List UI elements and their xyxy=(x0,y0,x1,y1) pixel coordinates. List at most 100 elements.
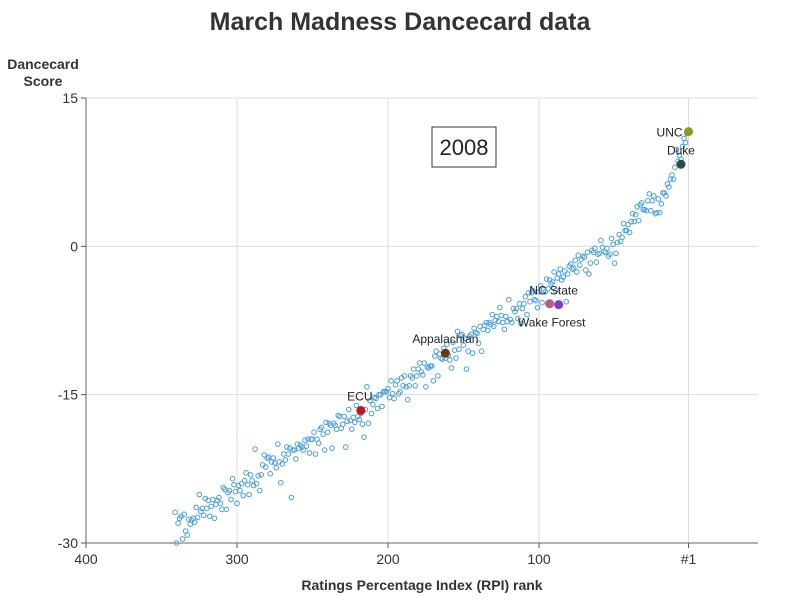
x-tick-label: #1 xyxy=(681,551,697,567)
data-point xyxy=(530,288,536,294)
y-tick-label: 0 xyxy=(70,238,78,254)
data-point xyxy=(465,348,471,355)
data-point xyxy=(651,193,657,199)
data-point xyxy=(377,391,384,398)
data-point xyxy=(549,279,556,285)
data-point xyxy=(474,330,480,337)
data-point xyxy=(620,220,627,227)
team-label: Appalachian xyxy=(412,332,478,346)
data-point xyxy=(596,250,603,257)
data-point xyxy=(635,217,642,224)
data-point xyxy=(223,506,230,513)
data-point xyxy=(593,259,600,266)
data-point xyxy=(658,201,665,207)
x-tick-label: 400 xyxy=(74,551,98,567)
data-point xyxy=(349,426,355,433)
team-marker xyxy=(554,300,564,310)
data-point xyxy=(439,356,446,362)
data-point xyxy=(672,164,678,170)
data-point xyxy=(346,406,352,413)
chart-title: March Madness Dancecard data xyxy=(209,8,591,36)
data-point xyxy=(279,461,286,467)
data-point xyxy=(184,532,190,538)
data-point xyxy=(429,363,435,369)
data-point xyxy=(524,311,530,318)
data-point xyxy=(500,319,506,326)
x-tick-label: 200 xyxy=(376,551,400,567)
data-point xyxy=(333,426,340,433)
data-point xyxy=(173,540,180,546)
team-markers: UNC Duke NC State Wake Forest Appalachian ECU xyxy=(347,126,695,415)
data-point xyxy=(374,405,381,412)
data-point xyxy=(616,231,622,238)
data-point xyxy=(561,268,568,274)
data-point xyxy=(506,296,512,303)
data-point xyxy=(300,447,307,453)
data-point xyxy=(364,384,370,390)
data-point xyxy=(453,355,459,361)
data-point xyxy=(288,494,295,501)
data-point xyxy=(610,241,616,248)
data-point xyxy=(172,509,178,516)
data-point xyxy=(484,327,491,334)
data-point xyxy=(285,451,292,457)
data-point xyxy=(201,512,207,519)
data-point xyxy=(261,452,268,458)
data-point xyxy=(494,313,500,320)
data-point xyxy=(489,311,496,318)
data-point xyxy=(229,475,236,482)
data-point xyxy=(533,297,539,304)
data-point xyxy=(312,451,319,457)
data-point xyxy=(638,200,645,206)
data-point xyxy=(495,318,502,325)
data-point xyxy=(303,443,310,449)
data-point xyxy=(513,305,520,312)
data-point xyxy=(555,271,562,277)
data-point xyxy=(401,373,408,379)
data-point xyxy=(536,289,542,295)
data-point xyxy=(234,500,240,507)
data-point xyxy=(370,401,376,408)
data-point xyxy=(404,396,411,403)
data-point xyxy=(619,234,625,241)
data-point xyxy=(413,373,420,379)
data-point xyxy=(415,366,422,372)
data-point xyxy=(560,274,567,280)
data-point xyxy=(450,339,456,346)
data-point xyxy=(564,271,571,277)
data-point xyxy=(663,193,669,199)
data-point xyxy=(626,229,633,236)
data-point xyxy=(509,319,515,326)
data-point xyxy=(281,451,287,457)
data-point xyxy=(282,457,289,463)
data-point xyxy=(255,473,262,479)
data-point xyxy=(196,491,203,498)
data-point xyxy=(629,210,636,217)
data-point xyxy=(344,418,351,425)
data-point xyxy=(521,300,527,307)
data-point xyxy=(219,506,225,513)
data-point xyxy=(356,416,363,423)
data-point xyxy=(361,434,367,441)
data-point xyxy=(249,477,255,484)
data-point xyxy=(516,300,523,307)
data-point xyxy=(267,471,274,477)
data-point xyxy=(468,331,474,338)
data-point xyxy=(185,516,192,523)
data-point xyxy=(628,218,635,225)
data-point xyxy=(515,315,521,322)
x-axis-title: Ratings Percentage Index (RPI) rank xyxy=(301,577,542,593)
data-point xyxy=(175,520,181,527)
data-point xyxy=(657,209,663,216)
data-point xyxy=(430,378,437,384)
tick-labels: 400 300 200 100 #1 15 0 -15 -30 xyxy=(58,90,697,567)
data-point xyxy=(270,455,277,461)
team-label: UNC xyxy=(657,126,683,140)
data-point xyxy=(394,378,400,384)
data-point xyxy=(272,460,278,466)
axes xyxy=(81,97,758,548)
data-point xyxy=(350,414,357,421)
data-point xyxy=(481,322,488,329)
data-point xyxy=(383,388,390,395)
data-point xyxy=(214,497,221,504)
